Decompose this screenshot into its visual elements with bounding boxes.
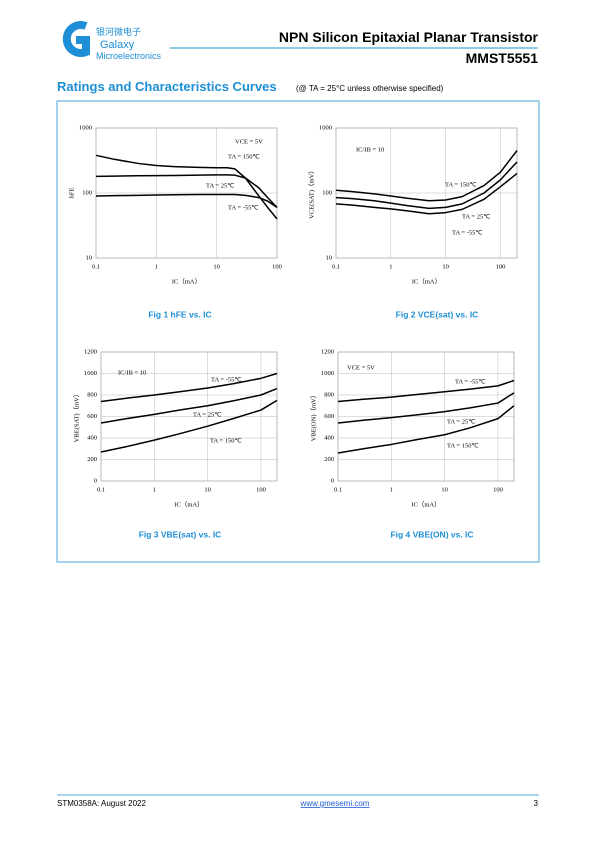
- y-tick-label: 200: [87, 456, 97, 463]
- y-tick-label: 1000: [321, 370, 334, 377]
- x-tick-label: 100: [496, 263, 506, 270]
- x-tick-label: 0.1: [97, 486, 105, 493]
- curve: [95, 193, 278, 209]
- curve-label: TA = -55℃: [452, 229, 483, 236]
- y-axis-label: VCE(SAT)（mV）: [307, 167, 315, 219]
- page-number: 3: [534, 799, 539, 808]
- part-number: MMST5551: [466, 50, 539, 66]
- curve-label: TA = -55℃: [211, 376, 242, 383]
- x-tick-label: 100: [272, 263, 282, 270]
- x-tick-label: 0.1: [332, 263, 340, 270]
- y-tick-label: 1000: [84, 370, 97, 377]
- x-tick-label: 0.1: [334, 486, 342, 493]
- logo: [62, 21, 90, 57]
- y-tick-label: 1200: [321, 348, 334, 355]
- x-tick-label: 10: [213, 263, 220, 270]
- curve-label: TA = -55℃: [228, 204, 259, 211]
- y-axis-label: VBE(SAT)（mV）: [72, 391, 80, 443]
- y-tick-label: 1000: [79, 124, 92, 131]
- x-tick-label: 1: [155, 263, 158, 270]
- x-tick-label: 10: [204, 486, 211, 493]
- logo-name: Galaxy: [100, 39, 135, 51]
- curve: [100, 372, 278, 403]
- logo-cn: 银河微电子: [96, 26, 141, 37]
- curve: [335, 172, 518, 215]
- y-tick-label: 100: [322, 189, 332, 196]
- y-tick-label: 400: [324, 434, 334, 441]
- logo-sub: Microelectronics: [96, 51, 162, 61]
- y-tick-label: 0: [94, 477, 97, 484]
- curve-label: TA = 25℃: [206, 182, 235, 189]
- figure-caption: Fig 2 VCE(sat) vs. IC: [396, 309, 479, 319]
- y-axis-label: hFE: [68, 188, 75, 199]
- y-tick-label: 600: [324, 413, 334, 420]
- curve: [100, 387, 278, 424]
- annotation: IC/IB = 10: [356, 146, 384, 153]
- annotation: IC/IB = 10: [118, 369, 146, 376]
- y-tick-label: 600: [87, 413, 97, 420]
- curve-label: TA = 150℃: [445, 181, 477, 188]
- x-tick-label: 10: [442, 263, 449, 270]
- curve-label: TA = 150℃: [210, 437, 242, 444]
- curve: [337, 405, 515, 454]
- x-axis-label: IC（mA）: [172, 277, 201, 285]
- x-tick-label: 100: [493, 486, 503, 493]
- y-axis-label: VBE(ON)（mV）: [309, 392, 317, 441]
- x-tick-label: 1: [389, 263, 392, 270]
- curve-label: TA = -55℃: [455, 378, 486, 385]
- curve-label: TA = 25℃: [193, 411, 222, 418]
- x-tick-label: 1: [390, 486, 393, 493]
- curve: [95, 154, 278, 220]
- y-tick-label: 100: [82, 189, 92, 196]
- footer-doc: STM0358A: August 2022: [57, 799, 147, 808]
- footer-url[interactable]: www.gmesemi.com: [300, 799, 370, 808]
- annotation: VCE = 5V: [347, 364, 375, 371]
- x-axis-label: IC（mA）: [174, 500, 203, 508]
- x-tick-label: 1: [153, 486, 156, 493]
- curve: [95, 174, 278, 208]
- x-tick-label: 100: [256, 486, 266, 493]
- logo-mark: [62, 21, 90, 57]
- y-tick-label: 1000: [319, 124, 332, 131]
- curve-label: TA = 25℃: [462, 213, 491, 220]
- curve-label: TA = 150℃: [228, 153, 260, 160]
- curve-label: TA = 25℃: [447, 418, 476, 425]
- y-tick-label: 10: [86, 254, 93, 261]
- figure-caption: Fig 1 hFE vs. IC: [148, 309, 211, 319]
- x-axis-label: IC（mA）: [411, 500, 440, 508]
- x-axis-label: IC（mA）: [412, 277, 441, 285]
- y-tick-label: 10: [326, 254, 333, 261]
- y-tick-label: 800: [87, 391, 97, 398]
- curve: [100, 399, 278, 453]
- y-tick-label: 400: [87, 434, 97, 441]
- y-tick-label: 800: [324, 391, 334, 398]
- figure-caption: Fig 4 VBE(ON) vs. IC: [390, 529, 473, 539]
- curve-label: TA = 150℃: [447, 442, 479, 449]
- figure-frame: [56, 100, 540, 563]
- section-condition: (@ TA = 25°C unless otherwise specified): [296, 84, 444, 93]
- doc-title: NPN Silicon Epitaxial Planar Transistor: [279, 29, 539, 45]
- curve: [335, 161, 518, 210]
- y-tick-label: 0: [331, 477, 334, 484]
- curve: [337, 392, 515, 424]
- annotation: VCE = 5V: [235, 138, 263, 145]
- curve: [335, 150, 518, 202]
- y-tick-label: 200: [324, 456, 334, 463]
- y-tick-label: 1200: [84, 348, 97, 355]
- figure-caption: Fig 3 VBE(sat) vs. IC: [139, 529, 222, 539]
- curve: [337, 379, 515, 403]
- x-tick-label: 0.1: [92, 263, 100, 270]
- section-title: Ratings and Characteristics Curves: [57, 79, 277, 94]
- x-tick-label: 10: [441, 486, 448, 493]
